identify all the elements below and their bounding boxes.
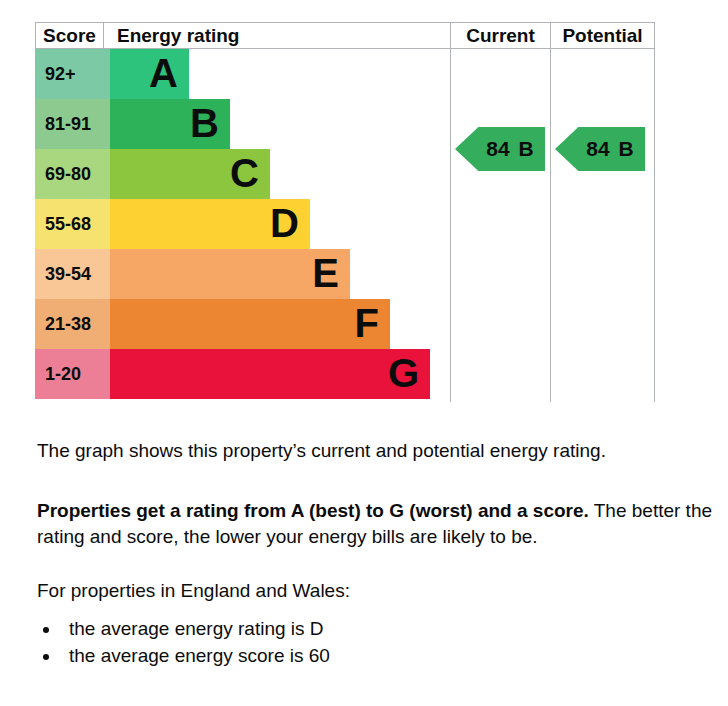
band-bar-a: A bbox=[110, 49, 189, 99]
average-rating-item: the average energy rating is D bbox=[61, 616, 701, 641]
band-row-a: 92+ A bbox=[35, 49, 655, 99]
chart-body: 92+ A 81-91 B 69-80 C 55-68 D 39-54 E 21… bbox=[35, 49, 655, 402]
graph-description-text: The graph shows this property’s current … bbox=[37, 438, 717, 464]
band-score-cell: 55-68 bbox=[35, 199, 110, 249]
averages-list: the average energy rating is D the avera… bbox=[37, 616, 701, 670]
band-score-cell: 69-80 bbox=[35, 149, 110, 199]
rating-explanation-bold: Properties get a rating from A (best) to… bbox=[37, 500, 589, 521]
band-row-b: 81-91 B bbox=[35, 99, 655, 149]
average-score-item: the average energy score is 60 bbox=[61, 643, 701, 668]
current-column-header: Current bbox=[450, 23, 550, 48]
score-column-header: Score bbox=[35, 23, 103, 48]
band-row-e: 39-54 E bbox=[35, 249, 655, 299]
energy-rating-chart: Score Energy rating Current Potential 92… bbox=[35, 22, 655, 402]
current-rating-score: 84 bbox=[486, 137, 509, 161]
potential-rating-band: B bbox=[619, 137, 634, 161]
chart-header-row: Score Energy rating Current Potential bbox=[35, 22, 655, 49]
rating-explanation-text: Properties get a rating from A (best) to… bbox=[37, 498, 717, 550]
energy-rating-column-header: Energy rating bbox=[103, 23, 450, 48]
band-score-cell: 81-91 bbox=[35, 99, 110, 149]
band-score-cell: 92+ bbox=[35, 49, 110, 99]
potential-column-left-border bbox=[550, 49, 551, 402]
band-score-cell: 1-20 bbox=[35, 349, 110, 399]
table-right-border bbox=[654, 49, 655, 402]
current-column-left-border bbox=[450, 49, 451, 402]
potential-rating-score: 84 bbox=[586, 137, 609, 161]
band-bar-d: D bbox=[110, 199, 310, 249]
band-row-d: 55-68 D bbox=[35, 199, 655, 249]
band-row-f: 21-38 F bbox=[35, 299, 655, 349]
current-rating-band: B bbox=[519, 137, 534, 161]
band-bar-b: B bbox=[110, 99, 230, 149]
band-bar-f: F bbox=[110, 299, 390, 349]
potential-column-header: Potential bbox=[550, 23, 655, 48]
band-score-cell: 39-54 bbox=[35, 249, 110, 299]
band-bar-c: C bbox=[110, 149, 270, 199]
band-bar-g: G bbox=[110, 349, 430, 399]
band-row-g: 1-20 G bbox=[35, 349, 655, 399]
band-score-cell: 21-38 bbox=[35, 299, 110, 349]
region-note-text: For properties in England and Wales: bbox=[37, 578, 717, 604]
band-row-c: 69-80 C bbox=[35, 149, 655, 199]
band-bar-e: E bbox=[110, 249, 350, 299]
